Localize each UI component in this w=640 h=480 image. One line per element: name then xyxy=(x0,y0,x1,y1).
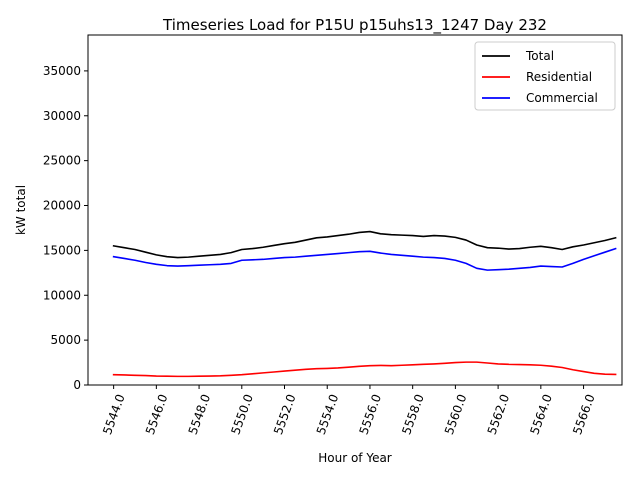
y-tick-label: 25000 xyxy=(43,154,81,168)
y-axis-label: kW total xyxy=(14,185,28,235)
series-line-total xyxy=(112,230,617,259)
y-tick-label: 10000 xyxy=(43,288,81,302)
legend-label-total: Total xyxy=(525,49,554,63)
series-line-commercial xyxy=(112,247,617,271)
y-tick-label: 0 xyxy=(73,378,81,392)
y-tick-label: 5000 xyxy=(50,333,81,347)
y-tick-label: 15000 xyxy=(43,243,81,257)
y-tick-label: 30000 xyxy=(43,109,81,123)
legend-label-residential: Residential xyxy=(526,70,592,84)
y-tick-label: 20000 xyxy=(43,199,81,213)
x-axis-label: Hour of Year xyxy=(318,451,392,465)
y-axis: 0 5000 10000 15000 20000 25000 30000 35000 xyxy=(43,64,88,392)
chart-title: Timeseries Load for P15U p15uhs13_1247 D… xyxy=(162,16,547,35)
legend-label-commercial: Commercial xyxy=(526,91,598,105)
y-tick-label: 35000 xyxy=(43,64,81,78)
legend-box xyxy=(474,41,616,111)
legend: Total Residential Commercial xyxy=(474,41,616,111)
series-layer xyxy=(112,230,617,378)
series-line-residential xyxy=(112,361,617,378)
plot-frame xyxy=(87,34,623,386)
